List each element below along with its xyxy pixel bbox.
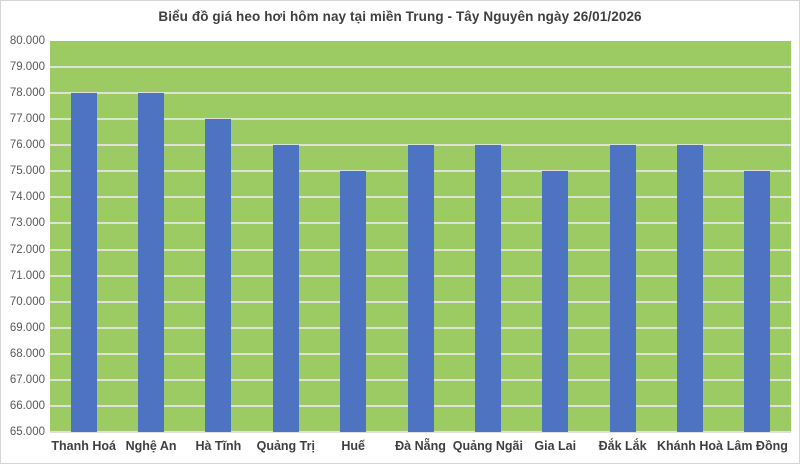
x-axis: Thanh Hoá Nghệ An Hà Tĩnh Quảng Trị Huế Đà Nẵ… bbox=[50, 439, 791, 459]
bar bbox=[610, 145, 636, 432]
y-axis-label: 78.000 bbox=[9, 87, 45, 99]
x-axis-label: Quảng Ngãi bbox=[452, 439, 523, 453]
y-axis-label: 70.000 bbox=[9, 296, 45, 308]
x-axis-label: Nghệ An bbox=[125, 439, 177, 453]
y-axis-label: 75.000 bbox=[9, 165, 45, 177]
gridline bbox=[50, 92, 791, 94]
y-axis-label: 72.000 bbox=[9, 244, 45, 256]
gridline bbox=[50, 431, 791, 433]
x-axis-label: Huế bbox=[341, 439, 365, 453]
bar bbox=[677, 145, 703, 432]
x-axis-label: Hà Tĩnh bbox=[195, 439, 242, 453]
bar bbox=[542, 171, 568, 432]
x-axis-label: Lâm Đồng bbox=[726, 439, 788, 453]
x-axis-label: Đắk Lắk bbox=[598, 439, 647, 453]
y-axis-label: 67.000 bbox=[9, 374, 45, 386]
x-axis-label: Gia Lai bbox=[534, 439, 577, 453]
bar bbox=[273, 145, 299, 432]
y-axis-label: 76.000 bbox=[9, 139, 45, 151]
y-axis-label: 69.000 bbox=[9, 322, 45, 334]
bar bbox=[475, 145, 501, 432]
y-axis-label: 79.000 bbox=[9, 61, 45, 73]
y-axis-label: 66.000 bbox=[9, 400, 45, 412]
x-axis-label: Đà Nẵng bbox=[395, 439, 446, 453]
gridline bbox=[50, 118, 791, 120]
bar bbox=[744, 171, 770, 432]
y-axis: 80.000 79.000 78.000 77.000 76.000 75.000 74.0… bbox=[1, 35, 45, 438]
y-axis-label: 73.000 bbox=[9, 217, 45, 229]
x-axis-label: Thanh Hoá bbox=[51, 439, 116, 453]
bar bbox=[408, 145, 434, 432]
y-axis-label: 65.000 bbox=[9, 426, 45, 438]
bar bbox=[71, 93, 97, 432]
y-axis-label: 74.000 bbox=[9, 191, 45, 203]
y-axis-label: 80.000 bbox=[9, 35, 45, 47]
x-axis-label: Quảng Trị bbox=[256, 439, 315, 453]
gridline bbox=[50, 66, 791, 68]
x-axis-label: Khánh Hoà bbox=[656, 439, 723, 453]
bar bbox=[138, 93, 164, 432]
bar bbox=[340, 171, 366, 432]
plot-area bbox=[50, 41, 791, 433]
y-axis-label: 68.000 bbox=[9, 348, 45, 360]
y-axis-label: 77.000 bbox=[9, 113, 45, 125]
bar bbox=[205, 119, 231, 432]
y-axis-label: 71.000 bbox=[9, 270, 45, 282]
chart-title: Biểu đồ giá heo hơi hôm nay tại miền Tru… bbox=[158, 9, 642, 24]
